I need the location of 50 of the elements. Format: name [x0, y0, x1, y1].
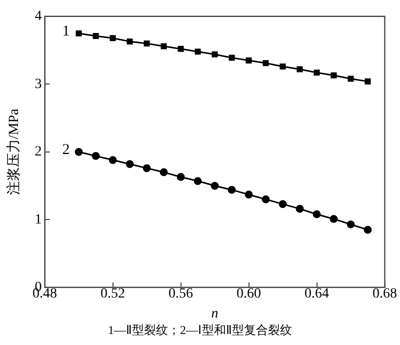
point: [348, 76, 354, 82]
point: [262, 60, 269, 66]
point: [262, 195, 270, 204]
point: [194, 177, 202, 185]
point: [176, 173, 185, 181]
point: [110, 35, 116, 42]
point: [92, 33, 99, 40]
point: [244, 190, 253, 199]
y-axis-title: 注浆压力/MPa: [6, 108, 22, 196]
point: [144, 40, 150, 47]
point: [364, 226, 372, 234]
point: [210, 182, 219, 190]
point: [228, 54, 235, 61]
x-tick-label: 0.60: [236, 286, 262, 302]
point: [142, 164, 151, 172]
point: [312, 210, 321, 218]
y-tick-label: 1: [34, 212, 42, 228]
x-tick-label: 0.64: [304, 286, 330, 302]
point: [76, 30, 82, 36]
point: [246, 57, 252, 64]
text: 1—Ⅱ型裂纹；2—Ⅰ型和Ⅱ型复合裂纹: [107, 322, 293, 339]
y-tick-label: 2: [34, 144, 42, 160]
point: [160, 43, 167, 50]
y-tick-label: 4: [34, 9, 42, 24]
point: [330, 72, 337, 78]
series-label: 1: [62, 23, 70, 40]
point: [330, 215, 338, 223]
x-axis-title: n: [211, 306, 218, 322]
point: [346, 220, 355, 228]
point: [314, 70, 320, 76]
series-label: 2: [62, 142, 70, 158]
point: [212, 51, 218, 58]
point: [296, 204, 304, 213]
point: [92, 152, 100, 160]
point: [194, 48, 201, 55]
point: [364, 78, 371, 84]
x-tick-label: 0.56: [168, 286, 194, 302]
point: [74, 148, 83, 156]
point: [178, 46, 184, 52]
point: [280, 64, 286, 70]
point: [108, 156, 117, 164]
point: [126, 160, 134, 168]
point: [228, 186, 236, 194]
x-tick-label: 0.52: [100, 286, 126, 302]
x-tick-label: 0.68: [372, 286, 397, 302]
point: [160, 168, 168, 176]
point: [296, 66, 303, 72]
point: [126, 38, 133, 44]
point: [278, 200, 287, 208]
y-tick-label: 3: [34, 76, 42, 92]
